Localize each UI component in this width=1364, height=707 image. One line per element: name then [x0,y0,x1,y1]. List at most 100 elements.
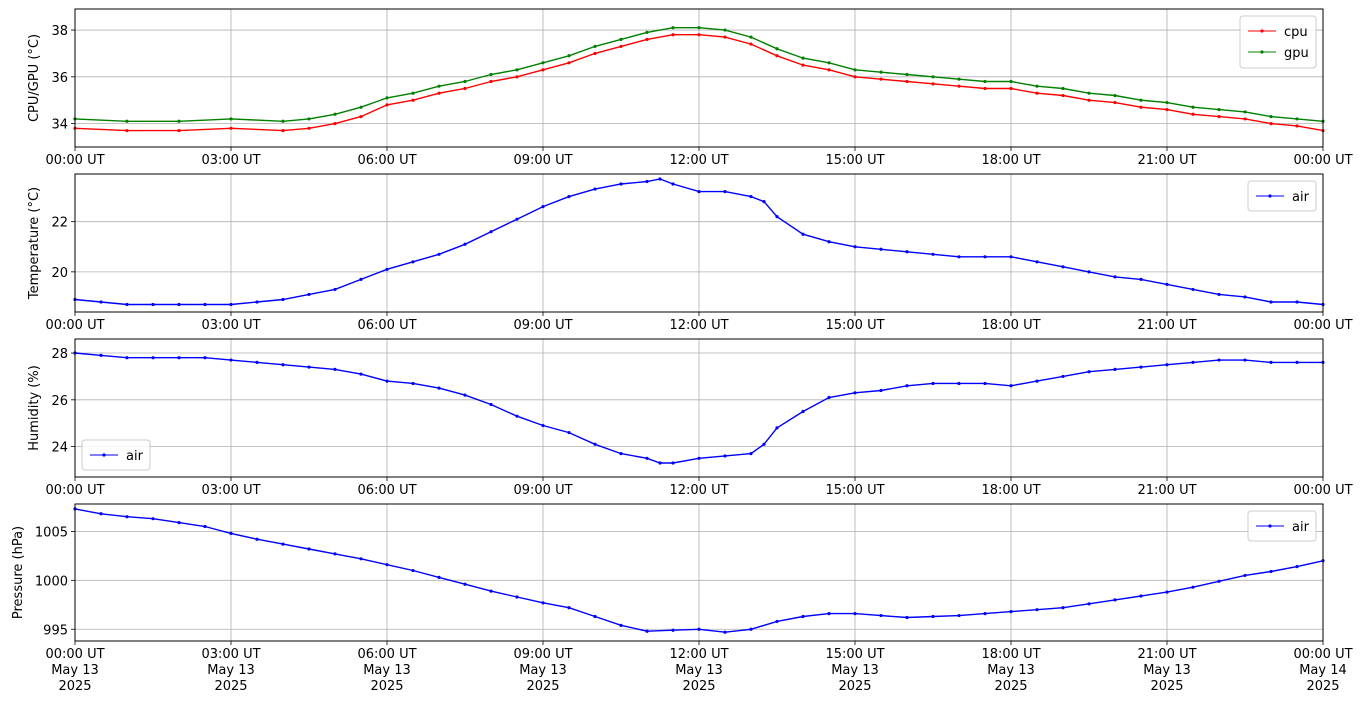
x-tick-label: 00:00 UT [45,153,104,168]
legend-label-air: air [1292,520,1310,535]
x-tick-label: 21:00 UT May 13 2025 [1137,647,1196,694]
x-tick-label: 21:00 UT [1137,318,1196,333]
data-point-air [281,363,285,367]
x-tick-label: 00:00 UT May 14 2025 [1293,647,1352,694]
data-point-air [385,563,389,567]
x-tick-label: 00:00 UT [1293,153,1352,168]
x-tick-label: 09:00 UT [513,153,572,168]
data-point-air [437,575,441,579]
data-point-air [229,358,233,362]
x-tick-label: 00:00 UT [45,483,104,498]
data-point-gpu [229,117,233,121]
data-point-cpu [541,68,545,72]
data-point-air [801,232,805,236]
data-point-air [333,367,337,372]
data-point-air [203,524,207,529]
data-point-air [645,629,649,633]
legend: air [81,439,151,471]
data-point-cpu [1061,93,1065,98]
x-tick-label: 03:00 UT [201,153,260,168]
data-point-air [749,452,753,456]
data-point-cpu [1295,124,1299,128]
data-point-air [1061,374,1065,379]
data-point-air [697,456,701,460]
data-point-air [1217,579,1221,583]
data-point-gpu [333,112,337,116]
x-tick-label: 15:00 UT [825,318,884,333]
data-point-cpu [1087,98,1091,102]
data-point-air [931,614,935,619]
x-tick-label: 18:00 UT [981,318,1040,333]
data-point-air [1113,367,1117,372]
data-point-air [255,300,259,304]
data-point-air [307,292,311,297]
data-point-air [723,454,727,458]
data-point-air [697,627,701,631]
data-point-air [853,391,857,395]
data-point-gpu [1035,84,1039,88]
data-point-air [411,260,415,264]
data-point-air [515,414,519,418]
data-point-air [1061,265,1065,269]
data-point-air [879,613,883,618]
data-point-air [359,557,363,561]
data-point-cpu [801,63,805,67]
data-point-gpu [307,117,311,121]
data-point-gpu [463,79,467,84]
data-point-air [1269,360,1273,364]
data-point-air [151,302,155,307]
data-point-air [125,356,129,360]
data-point-cpu [489,79,493,84]
data-point-cpu [905,79,909,84]
x-tick-label: 12:00 UT May 13 2025 [669,647,728,694]
data-point-cpu [1269,122,1273,126]
panel-4: 00:00 UT May 13 2025 03:00 UT May 13 2025 06:0… [11,503,1353,694]
y-tick-label: 1000 [35,574,68,589]
data-point-air [1217,292,1221,297]
data-point-cpu [567,61,571,65]
legend-marker-air [1268,524,1272,528]
data-point-gpu [853,68,857,72]
data-point-cpu [827,68,831,72]
x-tick-label: 12:00 UT [669,318,728,333]
data-point-cpu [515,75,519,79]
y-tick-label: 22 [51,216,68,231]
panel-3: 00:00 UT 03:00 UT 06:00 UT 09:00 UT 12:00 UT… [27,338,1353,498]
data-point-air [99,300,103,304]
data-point-air [1087,270,1091,274]
data-point-cpu [957,84,961,88]
data-point-air [645,179,649,184]
data-point-air [1165,590,1169,594]
data-point-air [931,252,935,256]
x-tick-label: 12:00 UT [669,483,728,498]
data-point-gpu [1113,93,1117,98]
data-point-gpu [697,26,701,30]
data-point-air [619,623,623,627]
legend: cpu gpu [1239,15,1317,69]
data-point-air [1243,573,1247,578]
data-point-air [723,630,727,634]
data-point-air [203,356,207,360]
data-point-gpu [593,44,597,49]
data-point-cpu [619,44,623,49]
x-tick-label: 06:00 UT [357,318,416,333]
y-axis-label: CPU/GPU (°C) [27,34,42,122]
data-point-air [1087,602,1091,606]
y-tick-label: 24 [51,441,68,456]
data-point-cpu [229,126,233,130]
data-point-air [749,627,753,631]
data-point-air [645,456,649,460]
x-tick-label: 00:00 UT [45,318,104,333]
data-point-air [359,372,363,376]
y-axis-label: Humidity (%) [27,365,42,451]
data-point-air [957,255,961,259]
x-tick-label: 06:00 UT [357,483,416,498]
plot-frame [74,8,1324,148]
data-point-air [1295,360,1299,364]
data-point-air [1113,275,1117,279]
data-point-gpu [385,96,389,100]
data-point-air [671,628,675,632]
y-tick-label: 995 [43,623,68,638]
data-point-air [333,287,337,292]
x-tick-label: 18:00 UT [981,153,1040,168]
